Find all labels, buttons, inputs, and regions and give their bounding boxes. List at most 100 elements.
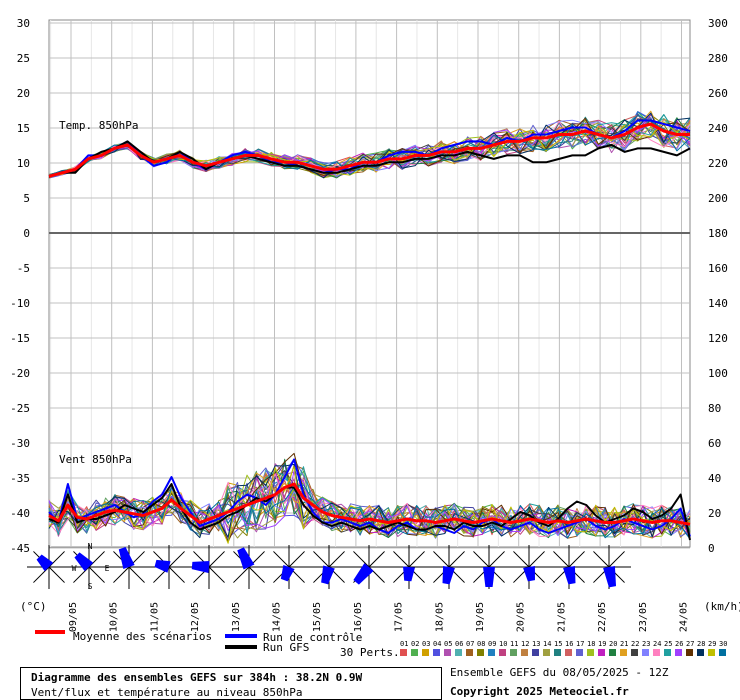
pert-number: 18 [587, 640, 596, 648]
compass-wind-shape [321, 565, 335, 585]
compass-wind-shape [523, 565, 535, 582]
wind-pert-line [48, 466, 691, 544]
pert-swatch [664, 649, 671, 656]
wind-compass [27, 545, 71, 589]
compass-wind-shape [36, 554, 54, 572]
right-tick-label: 0 [708, 542, 715, 555]
pert-swatch [455, 649, 462, 656]
compass-ray [513, 551, 530, 568]
left-tick-label: 20 [17, 87, 30, 100]
legend-control-line [225, 634, 257, 638]
pert-swatch [598, 649, 605, 656]
compass-ray [528, 551, 545, 568]
compass-wind-shape [563, 565, 576, 585]
compass-ray [593, 551, 610, 568]
pert-number: 05 [444, 640, 453, 648]
compass-letter-e: E [105, 564, 110, 573]
pert-swatch [576, 649, 583, 656]
footer-title: Diagramme des ensembles GEFS sur 384h : … [31, 671, 363, 684]
pert-swatch [642, 649, 649, 656]
wind-panel-label: Vent 850hPa [59, 453, 132, 466]
pert-number: 22 [631, 640, 640, 648]
right-tick-label: 280 [708, 52, 728, 65]
compass-ray [568, 551, 585, 568]
pert-swatch [554, 649, 561, 656]
wind-compass [387, 545, 431, 589]
compass-ray [128, 566, 145, 583]
legend-mean-line [35, 630, 65, 634]
left-tick-label: -5 [17, 262, 30, 275]
compass-ray [48, 566, 65, 583]
wind-pert-line [48, 470, 691, 536]
compass-ray [113, 566, 130, 583]
compass-wind-shape [483, 567, 495, 587]
compass-ray [233, 566, 250, 583]
left-tick-label: -45 [10, 542, 30, 555]
pert-number: 07 [466, 640, 475, 648]
right-tick-label: 40 [708, 472, 721, 485]
pert-swatch [620, 649, 627, 656]
compass-wind-shape [280, 564, 295, 582]
wind-gfs-line [48, 483, 691, 541]
wind-pert-line [48, 473, 691, 537]
x-tick-label: 19/05 [475, 602, 486, 632]
pert-number: 06 [455, 640, 464, 648]
legend-perts-label: 30 Perts. [340, 646, 400, 659]
compass-ray [608, 551, 625, 568]
pert-swatch [653, 649, 660, 656]
pert-number: 01 [400, 640, 409, 648]
legend-mean-label: Moyenne des scénarios [73, 630, 213, 643]
temp-mean-line [48, 122, 690, 178]
x-tick-label: 12/05 [190, 602, 201, 632]
left-tick-label: -10 [10, 297, 30, 310]
pert-number: 21 [620, 640, 629, 648]
pert-number: 02 [411, 640, 420, 648]
temp-pert-line [48, 121, 691, 178]
x-tick-label: 18/05 [434, 602, 445, 632]
temp-panel-label: Temp. 850hPa [59, 119, 138, 132]
wind-mean-line [48, 482, 691, 526]
compass-ray [433, 551, 450, 568]
compass-ray [448, 551, 465, 568]
x-tick-label: 23/05 [638, 602, 649, 632]
left-tick-label: -35 [10, 472, 30, 485]
plot-area [48, 19, 691, 548]
compass-ray [33, 566, 50, 583]
compass-wind-shape [154, 559, 171, 573]
left-tick-label: 15 [17, 122, 30, 135]
pert-swatch [708, 649, 715, 656]
pert-swatch [510, 649, 517, 656]
compass-ray [313, 551, 330, 568]
compass-wind-shape [403, 566, 415, 582]
pert-swatch [609, 649, 616, 656]
left-tick-label: -30 [10, 437, 30, 450]
x-tick-label: 20/05 [516, 602, 527, 632]
left-tick-label: -25 [10, 402, 30, 415]
compass-ray [353, 551, 370, 568]
x-tick-label: 21/05 [556, 602, 567, 632]
left-tick-label: 5 [23, 192, 30, 205]
wind-compass [307, 545, 351, 589]
compass-ray [368, 551, 385, 568]
footer-copyright: Copyright 2025 Meteociel.fr [450, 685, 629, 698]
x-tick-label: 17/05 [394, 602, 405, 632]
compass-ray [553, 551, 570, 568]
compass-ray [328, 551, 345, 568]
wind-compass [347, 545, 391, 589]
pert-swatch [488, 649, 495, 656]
pert-swatch [675, 649, 682, 656]
pert-swatch [433, 649, 440, 656]
right-tick-label: 60 [708, 437, 721, 450]
x-tick-label: 15/05 [312, 602, 323, 632]
wind-compass [467, 545, 511, 589]
compass-letter-w: W [72, 564, 77, 573]
right-tick-label: 160 [708, 262, 728, 275]
pert-number: 11 [510, 640, 519, 648]
x-tick-label: 13/05 [231, 602, 242, 632]
pert-number: 09 [488, 640, 497, 648]
compass-ray [88, 551, 105, 568]
pert-swatch [719, 649, 726, 656]
compass-wind-shape [353, 563, 374, 585]
compass-ray [408, 551, 425, 568]
right-tick-label: 260 [708, 87, 728, 100]
